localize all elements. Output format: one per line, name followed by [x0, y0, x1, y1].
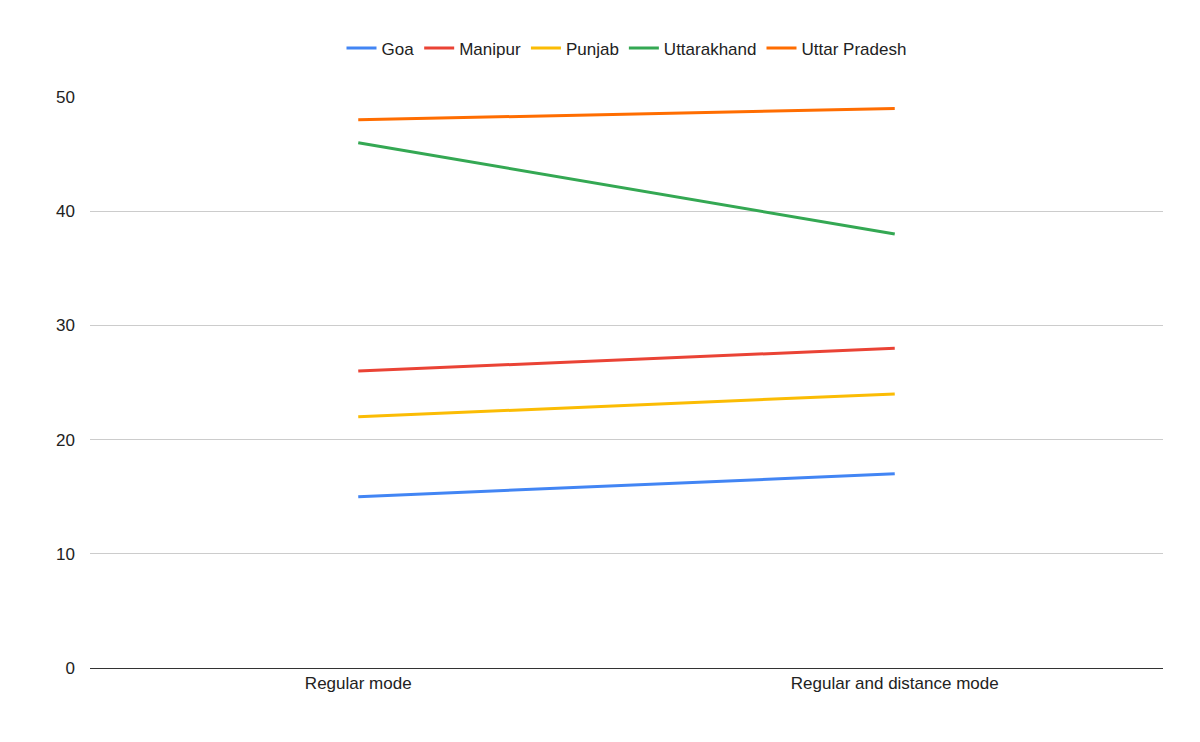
- svg-text:30: 30: [56, 316, 75, 335]
- svg-text:Uttarakhand: Uttarakhand: [664, 40, 757, 59]
- svg-text:Regular mode: Regular mode: [305, 674, 412, 693]
- svg-text:Goa: Goa: [382, 40, 415, 59]
- svg-text:50: 50: [56, 88, 75, 107]
- svg-text:Uttar Pradesh: Uttar Pradesh: [801, 40, 906, 59]
- svg-text:Punjab: Punjab: [566, 40, 619, 59]
- svg-text:10: 10: [56, 545, 75, 564]
- svg-text:0: 0: [66, 659, 75, 678]
- svg-text:Manipur: Manipur: [459, 40, 521, 59]
- svg-text:40: 40: [56, 202, 75, 221]
- svg-text:Regular and distance mode: Regular and distance mode: [791, 674, 999, 693]
- svg-text:20: 20: [56, 431, 75, 450]
